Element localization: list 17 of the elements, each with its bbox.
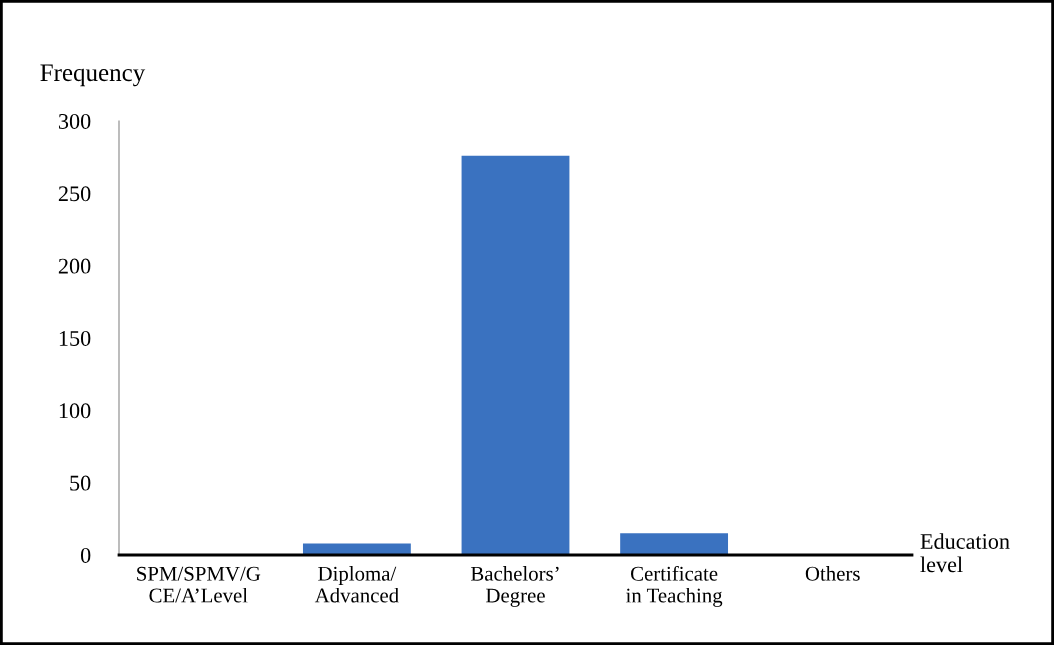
y-tick-label: 200 [58,258,91,274]
x-tick-label: Bachelors’ Degree [470,566,559,607]
bar [461,155,570,555]
y-tick-label: 300 [58,113,91,129]
y-tick-label: 150 [59,330,91,346]
x-tick-label: Certificate in Teaching [625,565,723,607]
y-axis-title: Frequency [40,64,146,87]
y-tick-label: 250 [58,186,91,202]
x-tick-label: Others [805,566,860,581]
x-tick-label: SPM/SPMV/G CE/A’Level [137,566,261,603]
bar [620,533,729,555]
y-tick-label: 100 [59,403,91,419]
x-tick-label: Diploma/ Advanced [314,566,399,603]
y-tick-label: 50 [70,475,91,491]
bar [302,543,411,555]
x-axis-title: Education level [920,533,1010,573]
y-tick-label: 0 [80,547,91,563]
